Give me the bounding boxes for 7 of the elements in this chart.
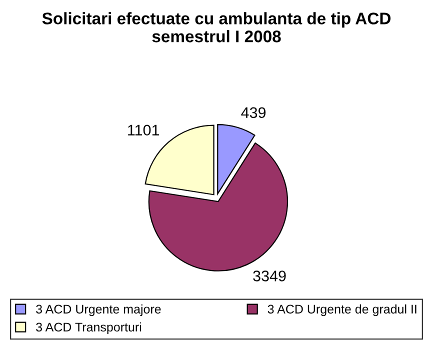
legend-label: 3 ACD Urgente majore (36, 304, 161, 316)
data-label: 3349 (253, 270, 286, 282)
legend-label: 3 ACD Urgente de gradul II (268, 304, 416, 316)
chart-title: Solicitari efectuate cu ambulanta de tip ACD semestrul I 2008 (42, 12, 391, 42)
legend-label: 3 ACD Transporturi (36, 322, 142, 334)
data-label: 439 (241, 107, 266, 118)
data-label: 1101 (128, 124, 160, 136)
